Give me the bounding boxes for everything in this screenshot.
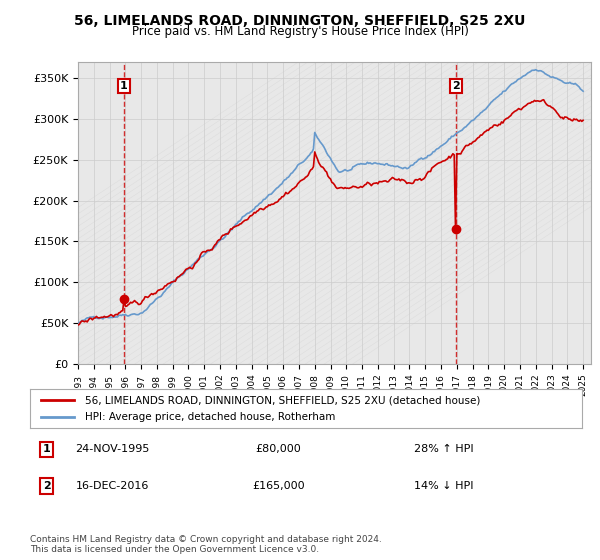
Text: Contains HM Land Registry data © Crown copyright and database right 2024.
This d: Contains HM Land Registry data © Crown c… xyxy=(30,535,382,554)
Text: £165,000: £165,000 xyxy=(252,481,305,491)
Text: HPI: Average price, detached house, Rotherham: HPI: Average price, detached house, Roth… xyxy=(85,412,335,422)
Text: Price paid vs. HM Land Registry's House Price Index (HPI): Price paid vs. HM Land Registry's House … xyxy=(131,25,469,38)
Text: 16-DEC-2016: 16-DEC-2016 xyxy=(76,481,149,491)
Text: 24-NOV-1995: 24-NOV-1995 xyxy=(76,445,150,454)
Text: £80,000: £80,000 xyxy=(256,445,301,454)
Text: 1: 1 xyxy=(43,445,50,454)
Text: 56, LIMELANDS ROAD, DINNINGTON, SHEFFIELD, S25 2XU: 56, LIMELANDS ROAD, DINNINGTON, SHEFFIEL… xyxy=(74,14,526,28)
Text: 28% ↑ HPI: 28% ↑ HPI xyxy=(414,445,474,454)
Text: 2: 2 xyxy=(452,81,460,91)
Text: 56, LIMELANDS ROAD, DINNINGTON, SHEFFIELD, S25 2XU (detached house): 56, LIMELANDS ROAD, DINNINGTON, SHEFFIEL… xyxy=(85,395,481,405)
Text: 1: 1 xyxy=(120,81,128,91)
Text: 14% ↓ HPI: 14% ↓ HPI xyxy=(414,481,474,491)
Text: 2: 2 xyxy=(43,481,50,491)
